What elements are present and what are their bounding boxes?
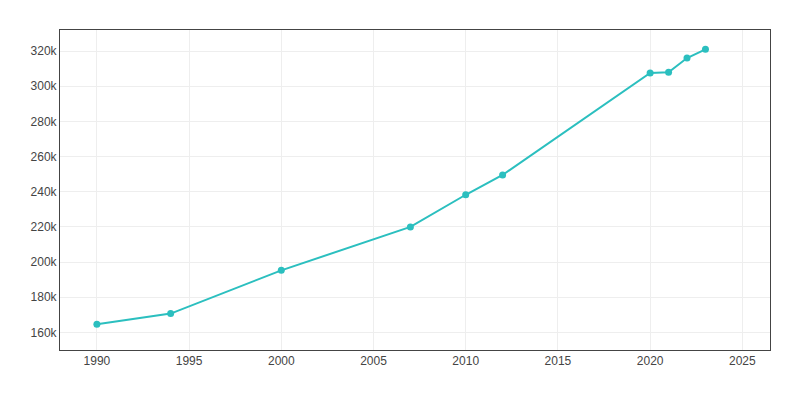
svg-text:1995: 1995 — [176, 354, 203, 368]
svg-text:160k: 160k — [31, 326, 58, 340]
svg-text:2025: 2025 — [729, 354, 756, 368]
svg-text:2005: 2005 — [360, 354, 387, 368]
svg-text:2000: 2000 — [268, 354, 295, 368]
svg-text:220k: 220k — [31, 220, 58, 234]
svg-text:2020: 2020 — [637, 354, 664, 368]
svg-text:280k: 280k — [31, 115, 58, 129]
svg-text:2015: 2015 — [545, 354, 572, 368]
svg-text:200k: 200k — [31, 255, 58, 269]
svg-text:260k: 260k — [31, 150, 58, 164]
svg-text:180k: 180k — [31, 290, 58, 304]
svg-text:1990: 1990 — [84, 354, 111, 368]
svg-text:2010: 2010 — [452, 354, 479, 368]
svg-text:240k: 240k — [31, 185, 58, 199]
svg-text:300k: 300k — [31, 79, 58, 93]
svg-text:320k: 320k — [31, 44, 58, 58]
